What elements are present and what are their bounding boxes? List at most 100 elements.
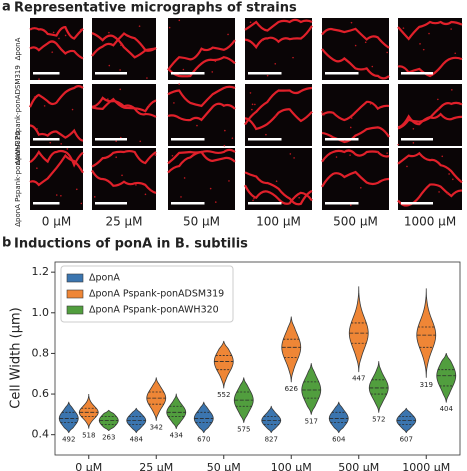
scale-bar [248, 202, 282, 205]
column-label: 50 μM [183, 215, 220, 229]
speck [402, 27, 405, 29]
cell [244, 108, 313, 131]
panel-label: b [2, 236, 11, 251]
violin [193, 401, 214, 434]
speck [211, 71, 214, 73]
speck [227, 33, 229, 36]
scale-bar [401, 138, 433, 141]
speck [135, 184, 137, 186]
speck [371, 65, 374, 68]
cell [244, 171, 313, 206]
speck [322, 131, 324, 134]
y-tick-label: 1.2 [32, 265, 50, 278]
speck [52, 31, 55, 34]
speck [120, 44, 122, 47]
speck [428, 32, 430, 35]
speck [376, 151, 379, 154]
scale-bar [33, 138, 60, 141]
speck [253, 197, 255, 200]
legend-label: ΔponA Pspank-ponAWH320 [89, 305, 219, 316]
column-label: 100 μM [256, 215, 301, 229]
speck [171, 154, 174, 157]
micrograph [168, 84, 235, 146]
scale-bar [248, 138, 282, 141]
speck [438, 191, 440, 193]
scale-bar [401, 72, 433, 75]
speck [139, 140, 142, 143]
speck [119, 136, 122, 139]
count-label: 552 [217, 391, 230, 399]
panel-label: a [2, 0, 11, 15]
speck [292, 56, 294, 59]
violin [416, 288, 437, 378]
speck [266, 74, 269, 77]
speck [121, 174, 123, 177]
speck [119, 69, 121, 71]
speck [321, 111, 323, 113]
scale-bar [95, 72, 127, 75]
speck [36, 128, 38, 130]
count-label: 484 [130, 436, 144, 444]
cell [244, 18, 313, 32]
violin [328, 401, 349, 434]
count-label: 404 [440, 405, 454, 413]
micrograph [322, 18, 389, 80]
speck [251, 103, 254, 106]
speck [419, 43, 421, 45]
cell [28, 85, 84, 108]
cell [244, 184, 313, 205]
speck [214, 201, 217, 203]
speck [386, 152, 388, 154]
legend-box [60, 265, 234, 323]
column-label: 1000 μM [404, 215, 456, 229]
x-tick-label: 50 μM [207, 461, 241, 471]
speck [108, 64, 111, 67]
speck [451, 89, 453, 91]
speck [178, 19, 181, 22]
chart-title: Inductions of ponA in B. subtilis [14, 237, 248, 252]
speck [51, 51, 54, 53]
column-label: 25 μM [105, 215, 142, 229]
column-label: 0 μM [42, 215, 71, 229]
speck [79, 28, 82, 31]
row-label: ΔponA [14, 37, 22, 60]
speck [146, 77, 148, 79]
scale-bar [171, 72, 205, 75]
cell [321, 48, 390, 80]
violin [261, 405, 282, 434]
speck [437, 107, 440, 110]
speck [115, 140, 117, 142]
cell [29, 149, 84, 168]
y-tick-label: 1.0 [32, 306, 50, 319]
legend-swatch [66, 305, 84, 315]
scale-bar [171, 202, 205, 205]
speck [386, 51, 388, 54]
x-tick-label: 25 μM [139, 461, 173, 471]
speck [350, 117, 353, 119]
violin [436, 353, 457, 403]
cell [244, 86, 313, 126]
violin [348, 286, 369, 373]
speck [452, 178, 454, 181]
cell [91, 149, 157, 168]
count-label: 604 [332, 436, 346, 444]
x-tick-label: 0 μM [75, 461, 102, 471]
count-label: 607 [400, 436, 413, 444]
speck [108, 31, 110, 34]
speck [446, 192, 449, 195]
row-label: ΔponA Pspank-ponADSM319 [14, 65, 22, 165]
speck [228, 180, 230, 182]
cell [167, 56, 236, 78]
speck [437, 98, 439, 101]
speck [349, 204, 352, 206]
cell [397, 101, 463, 130]
speck [275, 180, 278, 183]
micrograph [322, 148, 389, 210]
cell [397, 183, 463, 207]
speck [168, 26, 171, 29]
x-tick-label: 1000 μM [402, 461, 450, 471]
speck [224, 129, 226, 132]
count-label: 670 [197, 436, 210, 444]
speck [196, 124, 198, 127]
